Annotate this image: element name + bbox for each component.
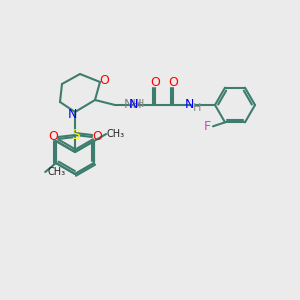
Text: O: O: [99, 74, 109, 86]
Text: O: O: [48, 130, 58, 143]
Text: CH₃: CH₃: [106, 129, 124, 139]
Text: N: N: [67, 107, 77, 121]
Text: NH: NH: [124, 98, 142, 112]
Text: O: O: [92, 130, 102, 143]
Text: CH₃: CH₃: [47, 167, 65, 177]
Text: F: F: [203, 120, 211, 133]
Text: N: N: [184, 98, 194, 110]
Text: S: S: [70, 128, 80, 142]
Text: H: H: [136, 99, 144, 109]
Text: O: O: [150, 76, 160, 89]
Text: H: H: [193, 103, 201, 113]
Text: O: O: [168, 76, 178, 89]
Text: N: N: [128, 98, 138, 110]
